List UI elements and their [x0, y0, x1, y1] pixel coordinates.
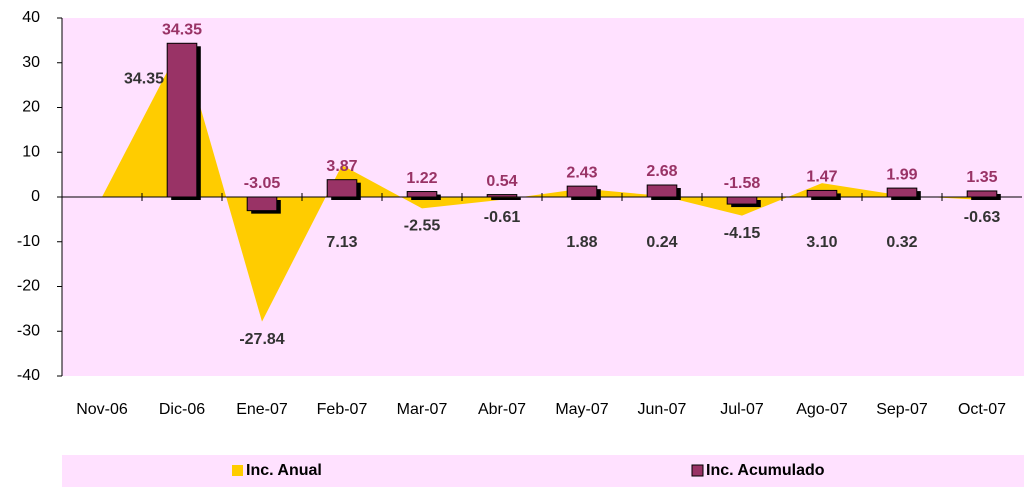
bar-label: 1.47 — [806, 169, 837, 186]
x-tick-label: Jul-07 — [720, 401, 764, 418]
area-label: 0.32 — [886, 234, 917, 251]
bar — [886, 187, 918, 198]
bar-label: 2.43 — [566, 164, 597, 181]
x-tick-label: May-07 — [555, 401, 608, 418]
y-tick-label: -10 — [17, 233, 40, 250]
bar-label: -1.58 — [724, 175, 761, 192]
area-label: -2.55 — [404, 218, 441, 235]
bar-label: 34.35 — [162, 22, 202, 39]
bar-label: 0.54 — [486, 173, 517, 190]
y-tick-label: 40 — [22, 9, 40, 26]
bar — [326, 179, 358, 198]
y-tick-label: 10 — [22, 143, 40, 160]
bar — [966, 190, 998, 198]
legend-swatch — [691, 464, 704, 477]
bar-shadow — [491, 197, 521, 200]
bar — [246, 196, 278, 212]
bar-label: 3.87 — [326, 158, 357, 175]
y-tick-label: -20 — [17, 278, 40, 295]
y-tick-label: -30 — [17, 322, 40, 339]
bar-label: -3.05 — [244, 175, 281, 192]
y-tick-label: 0 — [31, 188, 40, 205]
x-tick-label: Ago-07 — [796, 401, 848, 418]
x-tick-label: Abr-07 — [478, 401, 526, 418]
bar — [806, 189, 838, 198]
legend-label: Inc. Acumulado — [706, 462, 825, 479]
x-tick-label: Feb-07 — [317, 401, 368, 418]
x-tick-label: Nov-06 — [76, 401, 128, 418]
bar — [406, 191, 438, 198]
area-label: 34.35 — [124, 71, 164, 88]
bar-label: 2.68 — [646, 163, 677, 180]
y-tick-label: 20 — [22, 99, 40, 116]
area-label: -4.15 — [724, 225, 761, 242]
x-tick-label: Oct-07 — [958, 401, 1006, 418]
bar-label: 1.99 — [886, 166, 917, 183]
x-tick-label: Jun-07 — [638, 401, 687, 418]
x-tick-label: Sep-07 — [876, 401, 928, 418]
area-label: -0.63 — [964, 209, 1001, 226]
y-tick-label: 30 — [22, 54, 40, 71]
bar — [726, 196, 758, 205]
bar — [166, 42, 198, 198]
bar-label: 1.22 — [406, 170, 437, 187]
area-label: -0.61 — [484, 209, 521, 226]
x-tick-label: Mar-07 — [397, 401, 448, 418]
x-tick-label: Dic-06 — [159, 401, 205, 418]
bar-label: 1.35 — [966, 169, 997, 186]
y-tick-label: -40 — [17, 367, 40, 384]
x-tick-label: Ene-07 — [236, 401, 288, 418]
area-label: 1.88 — [566, 234, 597, 251]
area-label: -27.84 — [239, 331, 284, 348]
legend-label: Inc. Anual — [246, 462, 322, 479]
bar — [646, 184, 678, 198]
bar — [566, 185, 598, 198]
legend-box — [62, 455, 1024, 487]
legend-swatch — [232, 465, 243, 476]
area-label: 7.13 — [326, 234, 357, 251]
area-label: 0.24 — [646, 234, 677, 251]
area-label: 3.10 — [806, 234, 837, 251]
